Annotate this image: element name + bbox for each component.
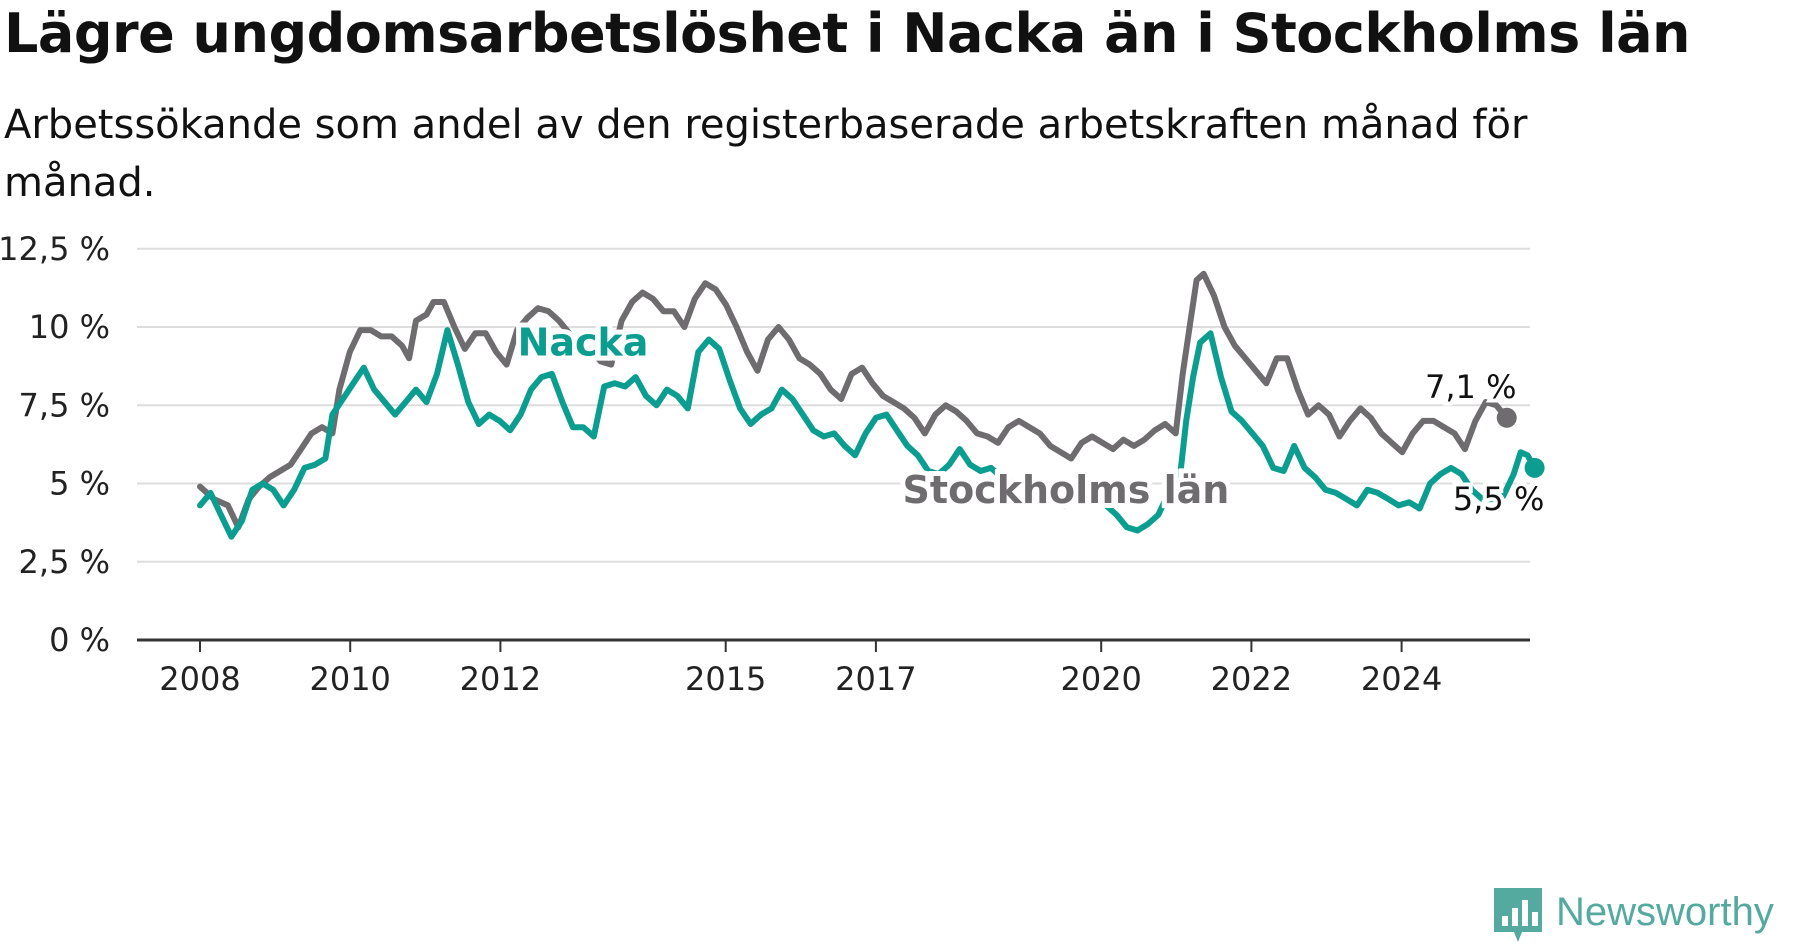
end-point-marker: [1524, 457, 1545, 478]
y-tick-label: 7,5 %: [19, 386, 110, 424]
y-tick-label: 5 %: [49, 465, 110, 503]
x-tick-label: 2022: [1211, 660, 1292, 698]
series-labels: 7,1 % 5,5 % Stockholms län Nacka: [513, 316, 1549, 522]
x-axis-ticks: 2008 2010 2012 2015 2017 2020 2022 2024: [159, 640, 1442, 698]
end-point-marker: [1496, 407, 1517, 428]
x-tick-label: 2012: [460, 660, 541, 698]
x-tick-label: 2010: [309, 660, 390, 698]
brand-name: Newsworthy: [1556, 890, 1774, 934]
x-tick-label: 2008: [159, 660, 240, 698]
y-tick-label: 10 %: [29, 308, 110, 346]
x-tick-label: 2020: [1060, 660, 1141, 698]
end-value-label: 5,5 %: [1453, 480, 1544, 518]
newsworthy-logo: Newsworthy: [1492, 886, 1792, 944]
series-lines: [197, 270, 1545, 540]
gridlines: [137, 247, 1530, 563]
chart-bars-icon: [1494, 888, 1542, 942]
y-tick-label: 12,5 %: [0, 230, 110, 268]
series-line-nacka: [197, 327, 1538, 540]
series-line-stockholms-län: [197, 270, 1510, 531]
x-tick-label: 2017: [835, 660, 916, 698]
series-name-label: Nacka: [518, 321, 649, 365]
y-tick-label: 0 %: [49, 621, 110, 659]
chart-title: Lägre ungdomsarbetslöshet i Nacka än i S…: [4, 2, 1690, 65]
y-axis-ticks: 0 % 2,5 % 5 % 7,5 % 10 % 12,5 %: [0, 230, 110, 659]
y-tick-label: 2,5 %: [19, 543, 110, 581]
series-name-label: Stockholms län: [903, 468, 1230, 512]
end-value-label: 7,1 %: [1425, 368, 1516, 406]
x-tick-label: 2015: [685, 660, 766, 698]
x-tick-label: 2024: [1361, 660, 1442, 698]
chart-subtitle: Arbetssökande som andel av den registerb…: [4, 102, 1528, 206]
